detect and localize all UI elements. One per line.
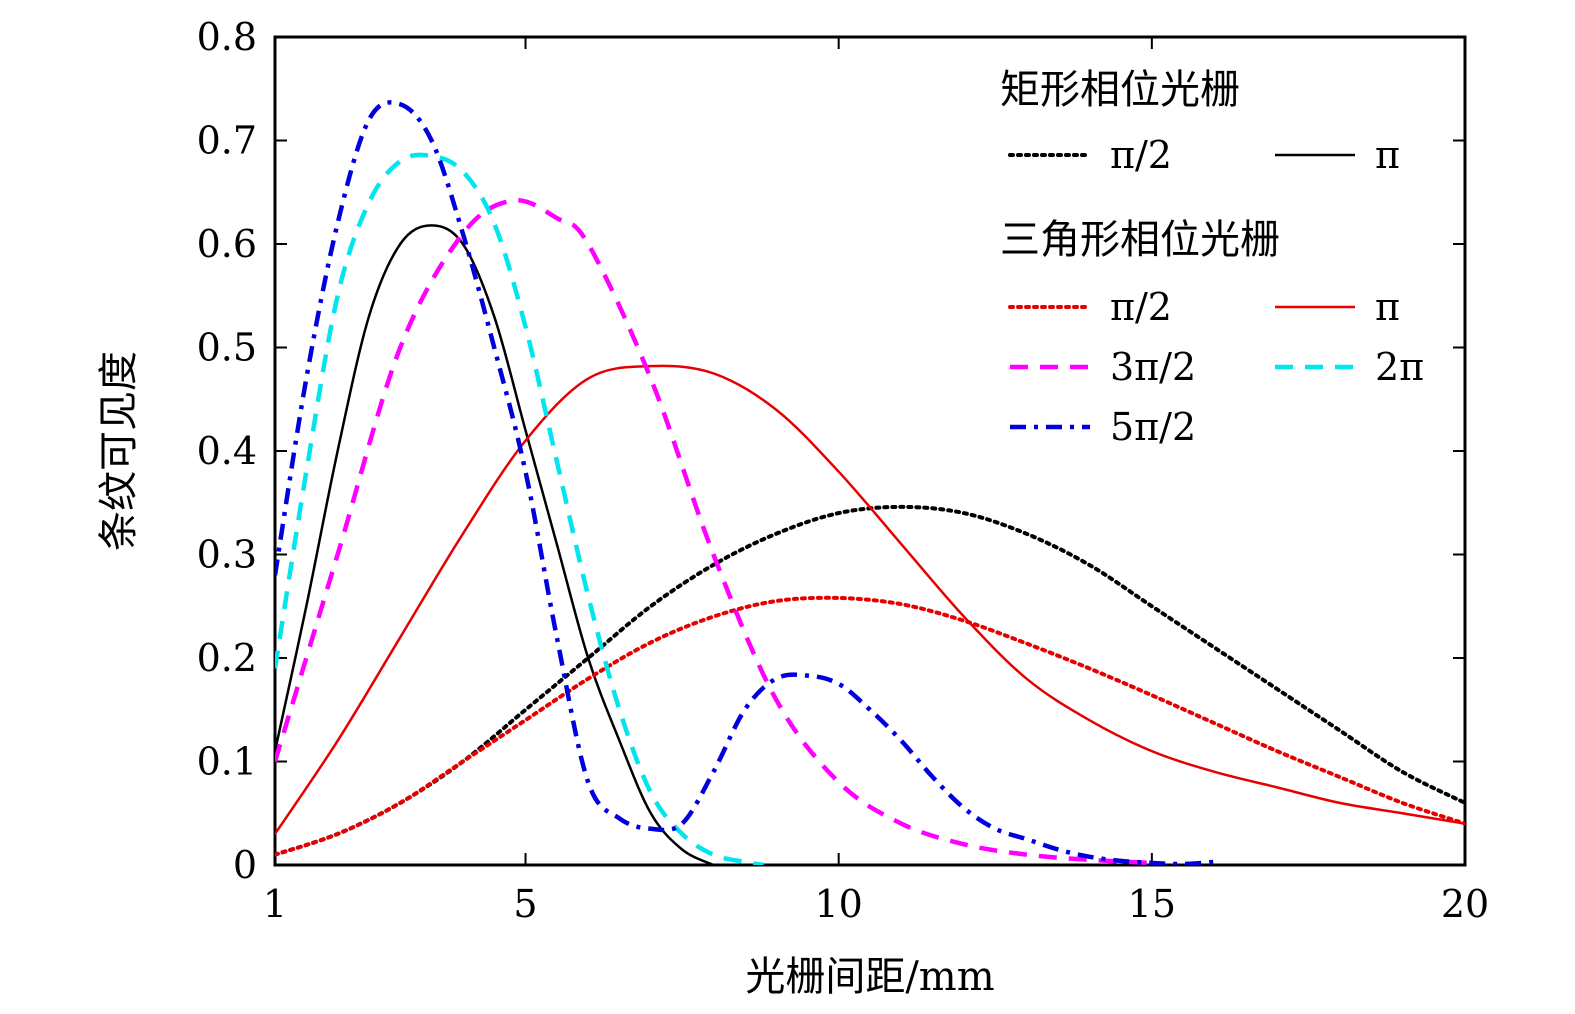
series-line-5	[275, 152, 764, 865]
x-tick-label: 10	[815, 882, 863, 926]
x-tick-label: 15	[1128, 882, 1176, 926]
legend-label-6: 5π/2	[1110, 405, 1196, 449]
y-tick-label: 0	[233, 843, 257, 887]
series-group	[275, 100, 1465, 865]
y-tick-label: 0.2	[197, 636, 257, 680]
legend-label-2: π/2	[1110, 285, 1172, 329]
y-tick-label: 0.4	[197, 429, 257, 473]
y-axis-title: 条纹可见度	[96, 351, 142, 551]
series-line-1	[275, 224, 714, 865]
x-tick-label: 20	[1441, 882, 1489, 926]
legend-label-0: π/2	[1110, 133, 1172, 177]
x-tick-label: 1	[263, 882, 287, 926]
legend: 矩形相位光栅 π/2 π 三角形相位光栅 π/2 π 3π/2 2π 5π/2	[1000, 67, 1424, 449]
legend-group-title: 三角形相位光栅	[1000, 217, 1280, 263]
y-tick-label: 0.5	[197, 326, 257, 370]
legend-label-3: π	[1375, 285, 1400, 329]
x-axis: 1 5 10 15 20	[263, 37, 1489, 926]
y-tick-label: 0.7	[197, 119, 257, 163]
legend-label-5: 2π	[1375, 345, 1424, 389]
y-axis: 0 0.1 0.2 0.3 0.4 0.5 0.6 0.7 0.8	[197, 15, 1465, 887]
series-line-3	[275, 364, 1465, 835]
series-line-0	[275, 504, 1465, 857]
legend-label-4: 3π/2	[1110, 345, 1196, 389]
y-tick-label: 0.8	[197, 15, 257, 59]
legend-label-1: π	[1375, 133, 1400, 177]
y-tick-label: 0.1	[197, 740, 257, 784]
y-tick-label: 0.3	[197, 533, 257, 577]
series-line-2	[275, 595, 1465, 857]
legend-group-title: 矩形相位光栅	[1000, 67, 1240, 113]
series-line-4	[275, 197, 1152, 865]
y-tick-label: 0.6	[197, 222, 257, 266]
series-line-6	[275, 100, 1215, 865]
x-tick-label: 5	[513, 882, 537, 926]
x-axis-title: 光栅间距/mm	[745, 954, 994, 1000]
